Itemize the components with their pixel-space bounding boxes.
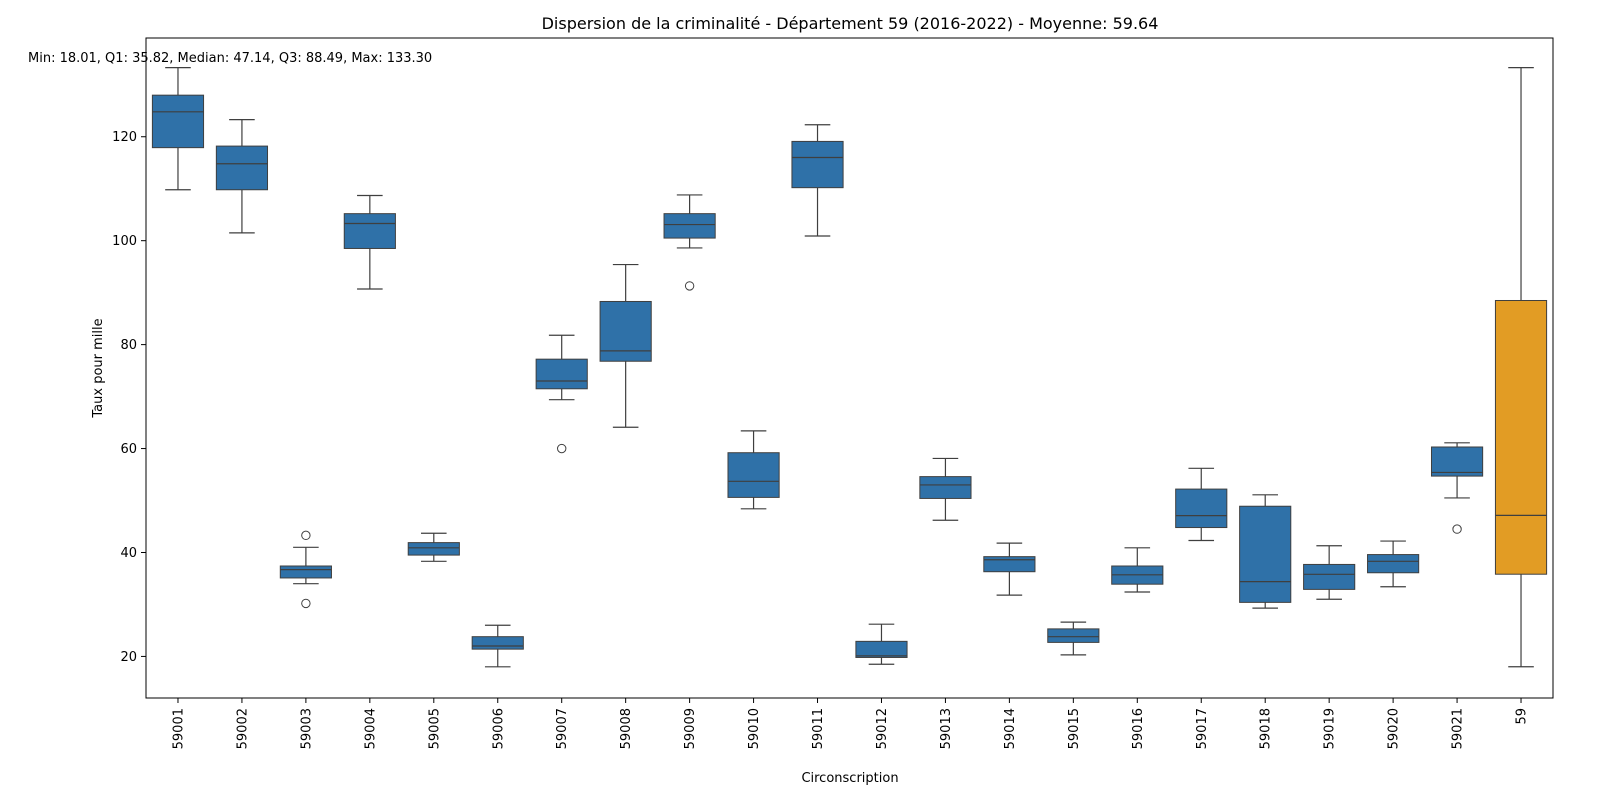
box-59014 [983, 556, 1036, 573]
box-59009 [663, 213, 716, 239]
y-tick-label: 120 [112, 130, 137, 145]
outlier-point [301, 598, 311, 609]
box-59010 [727, 452, 780, 498]
box-59013 [919, 476, 972, 499]
chart-title: Dispersion de la criminalité - Départeme… [542, 14, 1159, 33]
x-tick-label: 59016 [1131, 708, 1146, 749]
y-axis-label: Taux pour mille [91, 318, 106, 418]
x-tick-label: 59002 [235, 708, 250, 749]
x-tick-label: 59009 [683, 708, 698, 749]
box-59015 [1047, 628, 1100, 643]
x-tick-label: 59020 [1387, 708, 1402, 749]
x-tick-label: 59010 [747, 708, 762, 749]
plot-frame [145, 37, 1554, 699]
x-tick-label: 59021 [1451, 708, 1466, 749]
y-tick-label: 60 [120, 442, 137, 457]
x-axis-label: Circonscription [801, 771, 898, 786]
outlier-point [1452, 524, 1462, 534]
x-tick-label: 59019 [1323, 708, 1338, 749]
x-tick-label: 59014 [1003, 708, 1018, 749]
x-tick-label: 59005 [427, 708, 442, 749]
box-59017 [1175, 488, 1228, 529]
x-tick-label: 59008 [619, 708, 634, 749]
box-59021 [1430, 446, 1484, 477]
box-59004 [343, 213, 396, 249]
x-tick-label: 59011 [811, 708, 826, 749]
y-tick-label: 80 [120, 338, 137, 353]
box-59005 [407, 542, 460, 556]
box-59006 [471, 636, 524, 650]
x-tick-label: 59015 [1067, 708, 1082, 749]
box-59001 [151, 94, 205, 149]
box-59007 [535, 358, 588, 390]
box-59011 [791, 140, 844, 189]
x-tick-label: 59004 [363, 708, 378, 749]
x-tick-label: 59017 [1195, 708, 1210, 749]
x-tick-label: 59 [1515, 708, 1530, 725]
outlier-point [684, 281, 695, 291]
box-59 [1494, 299, 1548, 575]
y-tick-label: 40 [120, 546, 137, 561]
box-59019 [1303, 563, 1356, 590]
x-tick-label: 59018 [1259, 708, 1274, 749]
box-59002 [215, 145, 269, 191]
y-tick-label: 20 [120, 650, 137, 665]
x-tick-label: 59007 [555, 708, 570, 749]
box-59003 [279, 565, 332, 579]
box-59020 [1367, 554, 1420, 574]
outlier-point [301, 530, 311, 541]
x-tick-label: 59003 [299, 708, 314, 749]
y-tick-label: 100 [112, 234, 137, 249]
x-tick-label: 59001 [171, 708, 186, 749]
box-59008 [599, 300, 652, 362]
outlier-point [557, 443, 567, 454]
plot-area: 20 40 60 80 100 120 59001 59002 59003 59004 59005 5… [112, 37, 1554, 749]
stats-annotation: Min: 18.01, Q1: 35.82, Median: 47.14, Q3… [28, 51, 432, 66]
box-59018 [1239, 505, 1292, 603]
x-tick-label: 59013 [939, 708, 954, 749]
x-tick-label: 59006 [491, 708, 506, 749]
box-59012 [855, 640, 908, 658]
x-tick-label: 59012 [875, 708, 890, 749]
